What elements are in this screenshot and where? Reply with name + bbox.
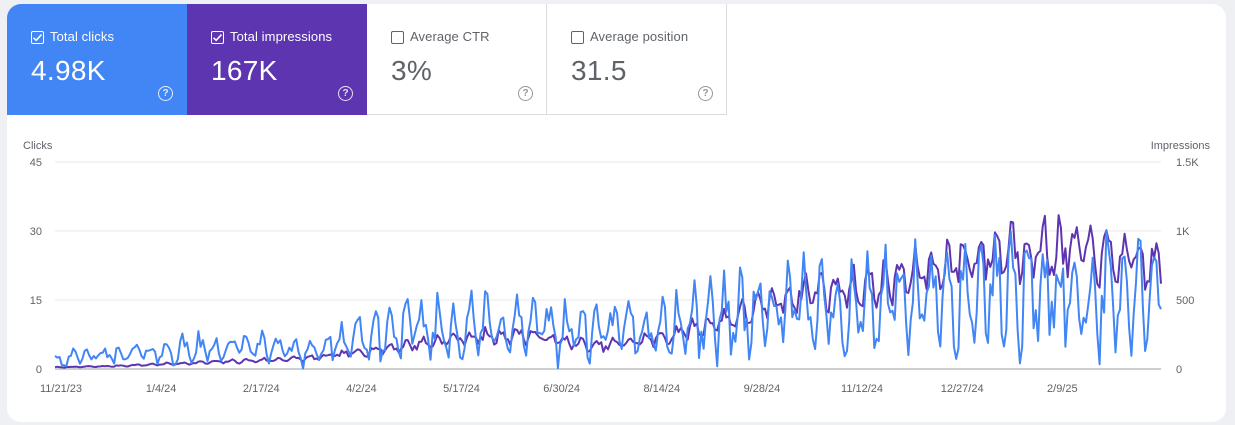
question-circle-icon[interactable]: ? (698, 86, 713, 101)
question-circle-icon[interactable]: ? (158, 86, 173, 101)
y-axis-left-title: Clicks (23, 140, 53, 152)
x-tick-label: 4/2/24 (346, 383, 377, 395)
metric-average-position[interactable]: Average position 31.5 ? (547, 4, 727, 115)
performance-card: Total clicks 4.98K ? Total impressions 1… (7, 4, 1226, 422)
x-tick-label: 11/12/24 (841, 383, 883, 395)
x-tick-label: 6/30/24 (543, 383, 580, 395)
y-right-tick-label: 500 (1176, 295, 1194, 307)
checkbox-checked-icon[interactable] (31, 31, 44, 44)
metric-label: Average position (590, 29, 689, 44)
x-tick-label: 5/17/24 (443, 383, 480, 395)
y-left-tick-label: 30 (30, 226, 42, 238)
x-tick-label: 8/14/24 (643, 383, 680, 395)
series-line-clicks (54, 229, 1162, 370)
y-axis-right-title: Impressions (1150, 140, 1210, 152)
metric-label: Total impressions (230, 29, 333, 44)
y-right-tick-label: 1K (1176, 226, 1190, 238)
metric-label: Average CTR (410, 29, 490, 44)
performance-chart[interactable]: 0 0 15 500 30 1K 45 1.5K 11/21/23 1/4/24 2/17/24 4/… (7, 4, 1226, 422)
checkbox-unchecked-icon[interactable] (391, 31, 404, 44)
x-tick-label: 2/9/25 (1047, 383, 1078, 395)
metric-tabs: Total clicks 4.98K ? Total impressions 1… (7, 4, 727, 115)
y-left-tick-label: 15 (30, 295, 42, 307)
checkbox-checked-icon[interactable] (211, 31, 224, 44)
metric-total-clicks[interactable]: Total clicks 4.98K ? (7, 4, 187, 115)
x-tick-label: 12/27/24 (941, 383, 984, 395)
y-right-tick-label: 1.5K (1176, 157, 1199, 169)
question-circle-icon[interactable]: ? (518, 86, 533, 101)
y-right-tick-label: 0 (1176, 364, 1182, 376)
y-left-tick-label: 45 (30, 157, 42, 169)
metric-total-impressions[interactable]: Total impressions 167K ? (187, 4, 367, 115)
metric-average-ctr[interactable]: Average CTR 3% ? (367, 4, 547, 115)
x-tick-label: 2/17/24 (243, 383, 280, 395)
series-line-impressions (54, 214, 1162, 369)
x-tick-label: 1/4/24 (146, 383, 177, 395)
metric-label: Total clicks (50, 29, 115, 44)
metric-value: 3% (391, 55, 433, 86)
metric-value: 167K (211, 55, 278, 86)
x-tick-label: 9/28/24 (744, 383, 781, 395)
question-circle-icon[interactable]: ? (338, 86, 353, 101)
checkbox-unchecked-icon[interactable] (571, 31, 584, 44)
x-tick-label: 11/21/23 (40, 383, 82, 395)
metric-value: 31.5 (571, 55, 627, 86)
metric-value: 4.98K (31, 55, 106, 86)
y-left-tick-label: 0 (36, 364, 42, 376)
